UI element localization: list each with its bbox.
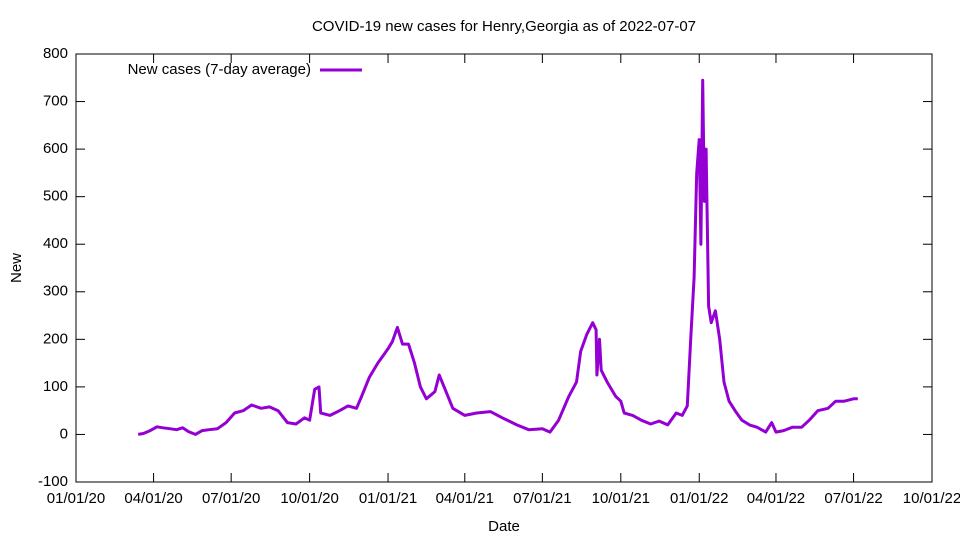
x-tick-label: 07/01/22: [824, 490, 882, 507]
chart-title: COVID-19 new cases for Henry,Georgia as …: [312, 18, 696, 35]
data-line: [137, 78, 858, 436]
y-tick-label: 800: [43, 45, 68, 62]
legend-label: New cases (7-day average): [128, 61, 311, 78]
y-tick-label: 500: [43, 188, 68, 205]
y-axis-label: New: [8, 253, 25, 283]
x-tick-label: 04/01/22: [747, 490, 805, 507]
plot-frame: [75, 53, 933, 483]
x-tick-label: 07/01/20: [202, 490, 260, 507]
x-tick-label: 04/01/21: [436, 490, 494, 507]
y-tick-label: -100: [38, 473, 68, 490]
y-tick-label: 700: [43, 93, 68, 110]
x-tick-label: 07/01/21: [513, 490, 571, 507]
y-tick-label: 100: [43, 378, 68, 395]
y-tick-label: 0: [60, 425, 68, 442]
x-tick-label: 10/01/21: [592, 490, 650, 507]
x-tick-label: 01/01/20: [47, 490, 105, 507]
y-tick-label: 400: [43, 235, 68, 252]
x-tick-label: 01/01/22: [670, 490, 728, 507]
x-axis-label: Date: [488, 518, 520, 535]
y-tick-label: 600: [43, 140, 68, 157]
x-tick-label: 10/01/20: [280, 490, 338, 507]
x-tick-label: 10/01/22: [903, 490, 960, 507]
y-tick-label: 300: [43, 283, 68, 300]
y-tick-label: 200: [43, 330, 68, 347]
x-tick-label: 04/01/20: [124, 490, 182, 507]
x-tick-label: 01/01/21: [359, 490, 417, 507]
